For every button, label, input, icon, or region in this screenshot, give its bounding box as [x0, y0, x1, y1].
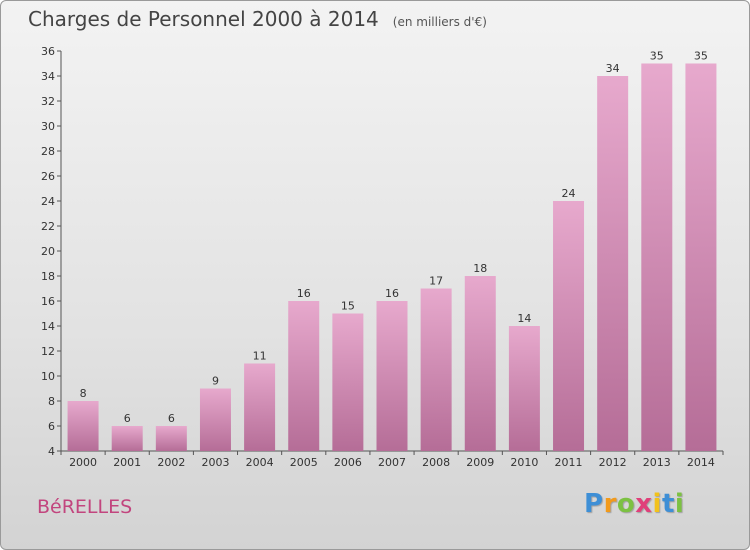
y-tick-label: 34 — [41, 70, 55, 83]
value-label-2008: 17 — [429, 275, 443, 288]
y-tick-label: 30 — [41, 120, 55, 133]
value-label-2011: 24 — [562, 187, 576, 200]
chart-axes: 4 6 8 10 12 14 16 18 20 22 24 26 28 30 32 34 36 2000 2001 2… — [41, 45, 724, 469]
y-tick-label: 32 — [41, 95, 55, 108]
chart-subtitle: (en milliers d'€) — [392, 15, 487, 29]
bar-2011 — [553, 201, 585, 451]
y-tick-label: 24 — [41, 195, 55, 208]
value-label-2007: 16 — [385, 287, 399, 300]
bar-2007 — [376, 301, 408, 451]
value-label-2000: 8 — [80, 387, 87, 400]
bar-2013 — [641, 63, 673, 451]
bar-2010 — [508, 326, 540, 451]
bar-2009 — [464, 276, 496, 451]
x-tick-label: 2005 — [290, 456, 318, 469]
value-label-2004: 11 — [253, 350, 267, 363]
chart-value-labels: 8 6 6 9 11 16 15 16 17 18 14 24 34 35 35 — [80, 50, 708, 426]
x-tick-label: 2009 — [466, 456, 494, 469]
chart-title-text: Charges de Personnel 2000 à 2014 — [28, 7, 379, 31]
value-label-2002: 6 — [168, 412, 175, 425]
value-label-2010: 14 — [517, 312, 531, 325]
bar-2008 — [420, 288, 452, 451]
commune-name: BéRELLES — [37, 496, 133, 518]
y-tick-label: 8 — [48, 395, 55, 408]
bar-2012 — [597, 76, 629, 451]
x-tick-label: 2008 — [422, 456, 450, 469]
x-tick-label: 2013 — [643, 456, 671, 469]
x-tick-label: 2002 — [157, 456, 185, 469]
x-tick-label: 2001 — [113, 456, 141, 469]
value-label-2001: 6 — [124, 412, 131, 425]
x-tick-label: 2000 — [69, 456, 97, 469]
value-label-2005: 16 — [297, 287, 311, 300]
y-tick-label: 20 — [41, 245, 55, 258]
y-tick-label: 36 — [41, 45, 55, 58]
y-tick-label: 6 — [48, 420, 55, 433]
bar-2001 — [111, 426, 143, 451]
chart-bars — [67, 63, 717, 451]
y-tick-label: 10 — [41, 370, 55, 383]
bar-2005 — [288, 301, 320, 451]
bar-2002 — [155, 426, 187, 451]
value-label-2009: 18 — [473, 262, 487, 275]
value-label-2003: 9 — [212, 375, 219, 388]
y-tick-label: 16 — [41, 295, 55, 308]
y-tick-label: 22 — [41, 220, 55, 233]
chart-title: Charges de Personnel 2000 à 2014 (en mill… — [28, 7, 487, 31]
y-tick-label: 12 — [41, 345, 55, 358]
x-tick-label: 2012 — [599, 456, 627, 469]
value-label-2006: 15 — [341, 300, 355, 313]
y-tick-label: 4 — [48, 445, 55, 458]
x-tick-label: 2007 — [378, 456, 406, 469]
x-tick-label: 2006 — [334, 456, 362, 469]
bar-2006 — [332, 313, 364, 451]
x-tick-label: 2011 — [555, 456, 583, 469]
y-tick-label: 26 — [41, 170, 55, 183]
x-tick-label: 2014 — [687, 456, 715, 469]
x-tick-label: 2004 — [246, 456, 274, 469]
bar-2000 — [67, 401, 99, 451]
bar-2003 — [199, 388, 231, 451]
value-label-2014: 35 — [694, 50, 708, 63]
y-tick-label: 18 — [41, 270, 55, 283]
x-tick-label: 2003 — [201, 456, 229, 469]
bar-2004 — [244, 363, 276, 451]
proxiti-logo[interactable]: Proxiti — [584, 489, 685, 519]
y-tick-label: 14 — [41, 320, 55, 333]
value-label-2012: 34 — [606, 62, 620, 75]
y-tick-label: 28 — [41, 145, 55, 158]
value-label-2013: 35 — [650, 50, 664, 63]
bar-2014 — [685, 63, 717, 451]
x-tick-label: 2010 — [510, 456, 538, 469]
